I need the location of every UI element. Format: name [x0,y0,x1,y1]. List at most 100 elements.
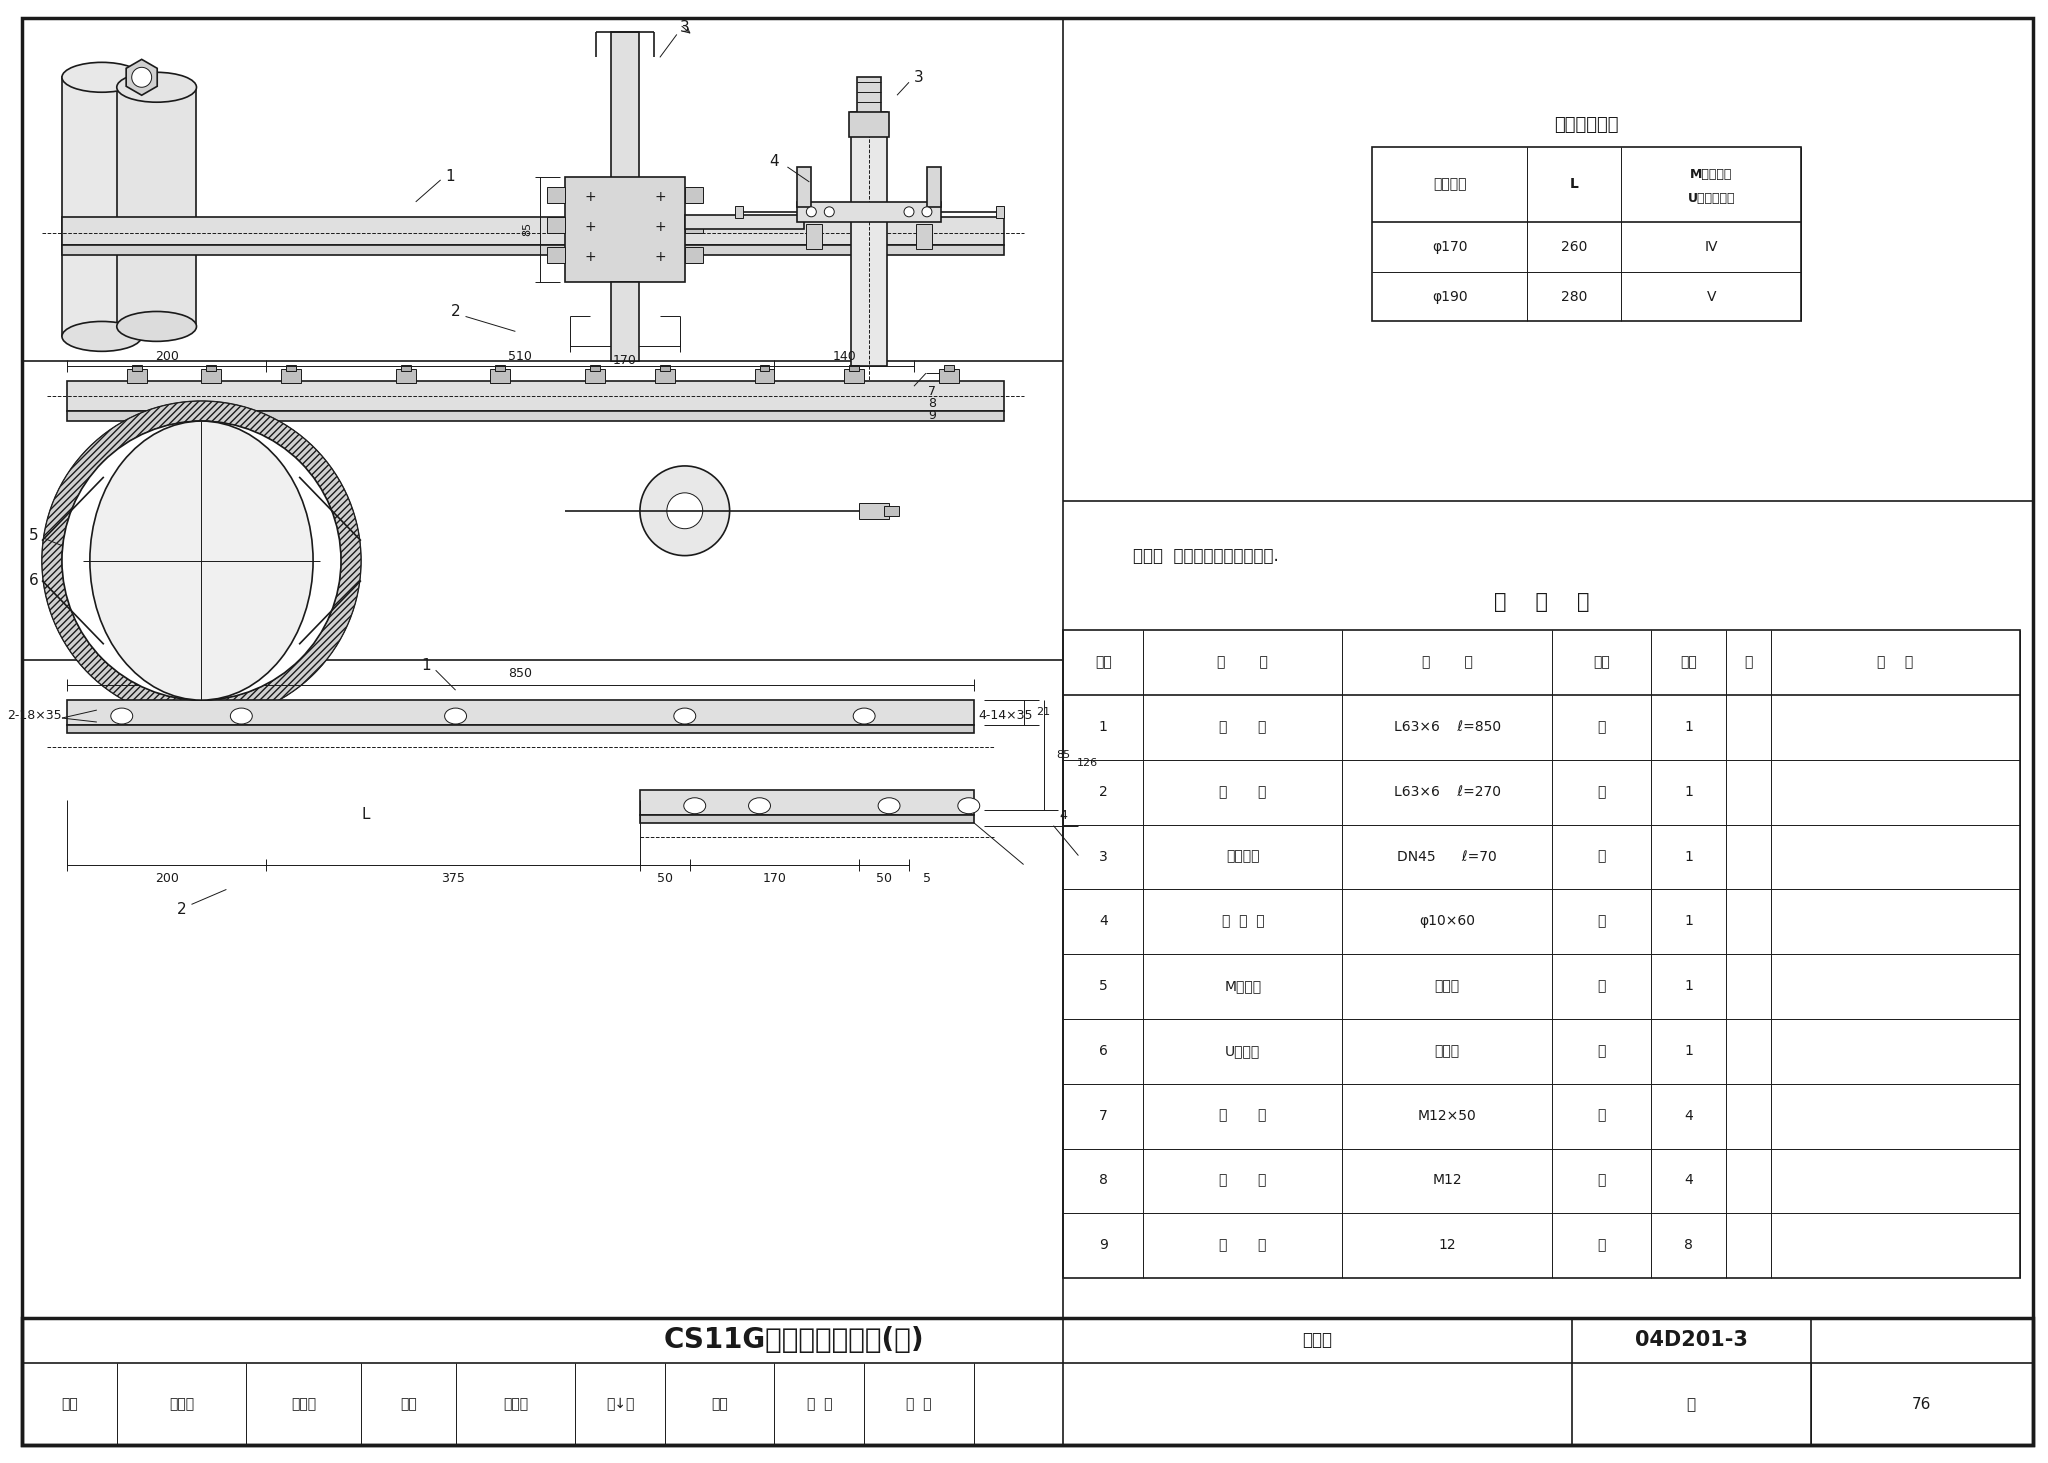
Text: 140: 140 [831,350,856,363]
Bar [586,369,604,383]
Text: 850: 850 [508,667,532,680]
Bar [489,369,510,383]
Bar [68,701,973,726]
Text: +: + [653,190,666,203]
Text: 5: 5 [29,528,39,543]
Text: 编号: 编号 [1096,655,1112,669]
Text: 电杆梢径: 电杆梢径 [1434,177,1466,190]
Bar [655,369,674,383]
Ellipse shape [61,322,141,351]
Bar [281,369,301,383]
Bar [1063,631,2019,1279]
Text: 页: 页 [1688,1397,1696,1412]
Text: 角       钢: 角 钢 [1219,784,1266,799]
Text: 图集号: 图集号 [1303,1331,1333,1349]
Circle shape [903,206,913,217]
Text: 200: 200 [156,872,178,885]
Bar [860,503,889,519]
Text: 根: 根 [1597,720,1606,734]
Bar [68,382,1004,411]
Bar [201,369,221,383]
Text: 2-18×35: 2-18×35 [8,708,61,721]
Text: 角       钢: 角 钢 [1219,720,1266,734]
Text: φ10×60: φ10×60 [1419,914,1475,929]
Text: 510: 510 [508,350,532,363]
Text: L63×6    ℓ=850: L63×6 ℓ=850 [1393,720,1501,734]
Text: 1: 1 [446,170,455,184]
Bar [61,217,1004,244]
Ellipse shape [229,708,252,724]
Text: 1: 1 [1683,1045,1694,1058]
Text: M12: M12 [1432,1173,1462,1188]
Bar [639,790,973,815]
Text: 吴他兴: 吴他兴 [170,1397,195,1412]
Text: 375: 375 [440,872,465,885]
Text: 附注：  各零件加工后应热镀锌.: 附注： 各零件加工后应热镀锌. [1133,547,1278,565]
Text: 1: 1 [1683,979,1694,993]
Text: 1: 1 [1100,720,1108,734]
Text: 校对: 校对 [399,1397,416,1412]
Text: 4: 4 [770,155,780,170]
Text: 1: 1 [1683,914,1694,929]
Text: 6: 6 [29,573,39,588]
Bar [23,1318,2034,1445]
Bar [995,206,1004,218]
Text: 260: 260 [1561,240,1587,253]
Text: 4-14×35: 4-14×35 [979,708,1034,721]
Text: 7: 7 [1100,1109,1108,1122]
Bar [68,411,1004,421]
Text: 付: 付 [1597,1045,1606,1058]
Bar [797,202,940,222]
Bar [547,187,565,203]
Bar [68,726,973,733]
Bar [610,32,639,187]
Bar [735,206,743,218]
Bar [850,113,889,138]
Text: 圆  锥  销: 圆 锥 销 [1221,914,1264,929]
Ellipse shape [444,708,467,724]
Ellipse shape [117,72,197,102]
Text: 170: 170 [612,354,637,367]
Text: 规       格: 规 格 [1421,655,1473,669]
Text: 2: 2 [1100,784,1108,799]
Bar [639,815,973,822]
Bar [207,366,217,372]
Ellipse shape [111,708,133,724]
Bar [684,187,702,203]
Bar [852,113,887,366]
Text: 12: 12 [1438,1238,1456,1252]
Bar [547,217,565,233]
Text: 3: 3 [913,70,924,85]
Circle shape [43,401,360,720]
Text: 名       称: 名 称 [1217,655,1268,669]
Text: L63×6    ℓ=270: L63×6 ℓ=270 [1393,784,1501,799]
Text: 1: 1 [422,658,430,673]
Ellipse shape [61,63,141,92]
Bar [61,78,141,336]
Text: +: + [653,250,666,263]
Text: 个: 个 [1597,1173,1606,1188]
Bar [590,366,600,372]
Text: 5: 5 [924,872,932,885]
Text: DN45      ℓ=70: DN45 ℓ=70 [1397,850,1497,863]
Text: M形抱箍及: M形抱箍及 [1690,168,1733,181]
Circle shape [668,493,702,528]
Bar [928,167,940,206]
Bar [127,369,147,383]
Bar [659,366,670,372]
Bar [944,366,954,372]
Text: 126: 126 [1077,758,1098,768]
Circle shape [61,421,340,701]
Ellipse shape [117,312,197,341]
Text: M形抱铁: M形抱铁 [1225,979,1262,993]
Text: 170: 170 [762,872,786,885]
Text: 50: 50 [877,872,893,885]
Text: 个: 个 [1597,979,1606,993]
Text: 21: 21 [1036,707,1051,717]
Bar [1372,148,1800,322]
Text: 个: 个 [1597,1238,1606,1252]
Bar [610,281,639,361]
Text: 4: 4 [1100,914,1108,929]
Bar [287,366,297,372]
Text: U形抱箍型号: U形抱箍型号 [1688,192,1735,205]
